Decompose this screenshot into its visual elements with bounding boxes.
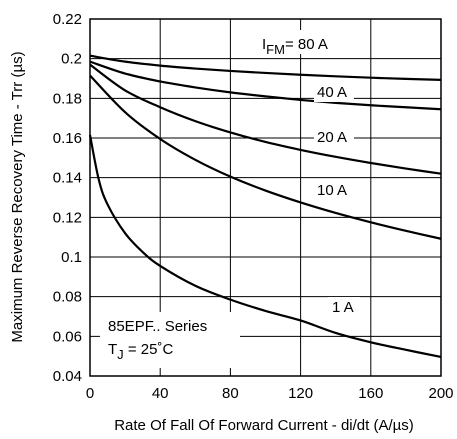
x-tick-label: 80 [222,385,239,402]
y-tick-label: 0.2 [61,51,82,68]
y-tick-label: 0.16 [53,130,82,147]
ifm-rest: = 80 A [285,36,328,53]
x-tick-label: 120 [288,385,313,402]
label-1a-group: 1 A [328,297,360,317]
tj-sub: J [117,347,124,362]
curve-label-1a: 1 A [332,299,354,316]
x-tick-label: 160 [358,385,383,402]
ifm-main: I [262,36,266,53]
curve-80a [89,54,442,81]
series-curves [88,54,442,359]
x-tick-labels: 0 40 80 120 160 200 [86,385,454,402]
tj-rest: = 25˚C [124,341,174,358]
ifm-sub: FM [266,42,285,57]
y-tick-label: 0.1 [61,249,82,266]
curve-20a [89,63,442,175]
y-tick-label: 0.22 [53,11,82,28]
plot-frame [89,18,442,377]
curve-label-80a: IFM= 80 A [262,36,328,57]
x-tick-label: 200 [428,385,453,402]
label-10a-group: 10 A [314,180,354,200]
y-axis-title: Maximum Reverse Recovery Time - Trr (µs) [9,51,26,342]
x-tick-label: 0 [86,385,94,402]
series-name: 85EPF.. Series [108,318,207,335]
curve-10a [89,74,442,240]
y-tick-label: 0.08 [53,289,82,306]
curve-label-10a: 10 A [317,182,347,199]
curve-label-40a: 40 A [317,84,347,101]
y-tick-label: 0.12 [53,209,82,226]
tj-main: T [108,341,117,358]
x-axis-title: Rate Of Fall Of Forward Current - di/dt … [114,417,414,434]
y-tick-label: 0.14 [53,170,82,187]
y-tick-labels: 0.04 0.06 0.08 0.1 0.12 0.14 0.16 0.18 0.2 0.22 [53,11,82,385]
y-tick-label: 0.06 [53,328,82,345]
series-annotation-group: 85EPF.. Series TJ = 25˚C [100,312,240,368]
curve-label-20a: 20 A [317,129,347,146]
label-20a-group: 20 A [314,127,354,147]
label-80a-group: IFM= 80 A [258,30,354,57]
y-tick-label: 0.18 [53,90,82,107]
label-40a-group: 40 A [314,82,354,102]
curve-1a [88,134,442,359]
junction-temperature: TJ = 25˚C [108,341,173,362]
x-tick-label: 40 [152,385,169,402]
curve-40a [89,60,442,111]
y-tick-label: 0.04 [53,368,82,385]
